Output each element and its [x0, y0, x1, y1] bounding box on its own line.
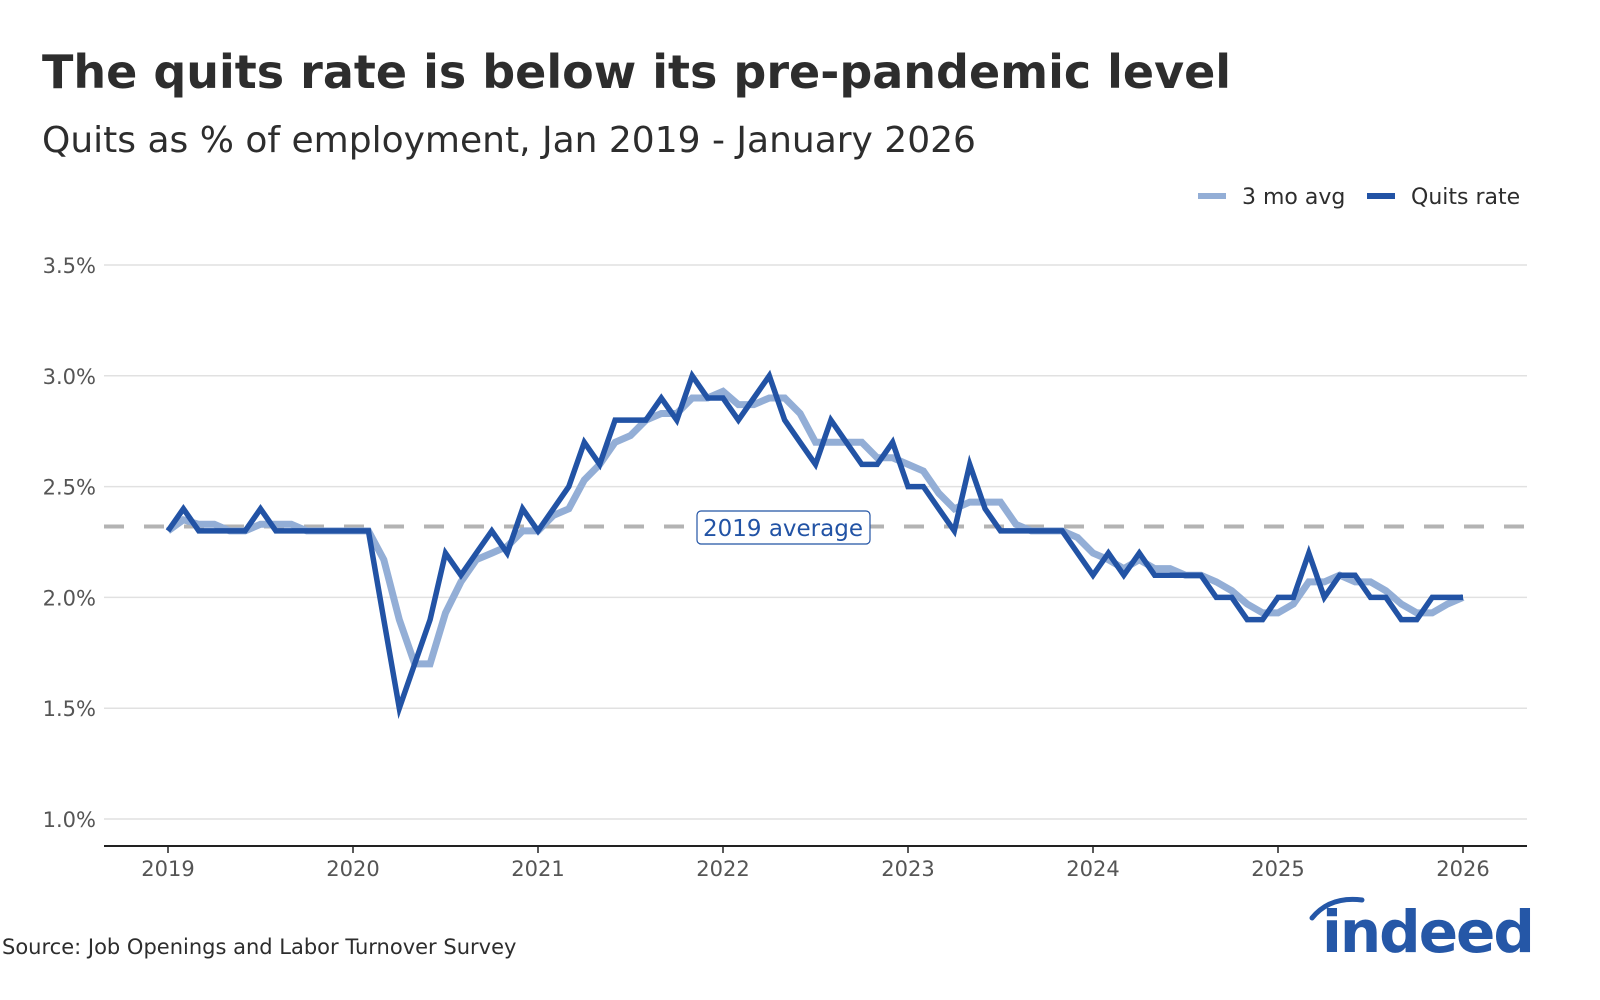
x-tick-label: 2022: [696, 857, 749, 881]
source-note: Source: Job Openings and Labor Turnover …: [2, 935, 516, 959]
x-tick-label: 2024: [1066, 857, 1119, 881]
series-lines: [165, 369, 1465, 720]
y-tick-label: 2.0%: [43, 586, 96, 610]
annotation-box: [696, 510, 871, 545]
chart-title: The quits rate is below its pre-pandemic…: [42, 45, 1231, 99]
x-tick-label: 2019: [141, 857, 194, 881]
legend-label-quits: Quits rate: [1411, 185, 1520, 210]
y-tick-label: 1.0%: [43, 808, 96, 832]
x-tick-label: 2025: [1251, 857, 1304, 881]
legend: 3 mo avg Quits rate: [1198, 185, 1520, 210]
y-tick-label: 3.5%: [43, 254, 96, 278]
gridlines: [104, 264, 1527, 820]
y-tick-label: 3.0%: [43, 365, 96, 389]
annotation-label: 2019 average: [703, 516, 863, 542]
x-tick-label: 2023: [881, 857, 934, 881]
x-tick-label: 2021: [511, 857, 564, 881]
y-axis-ticks: 1.0% 1.5% 2.0% 2.5% 3.0% 3.5%: [43, 254, 96, 832]
x-tick-label: 2020: [326, 857, 379, 881]
y-tick-label: 1.5%: [43, 697, 96, 721]
indeed-logo: indeed: [1309, 896, 1535, 966]
series-line-quits-rate: [165, 369, 1463, 720]
series-line-3mo-avg: [165, 387, 1465, 668]
legend-label-avg: 3 mo avg: [1242, 185, 1345, 210]
logo-arc-icon: [1309, 896, 1365, 921]
logo-wordmark: indeed: [1322, 898, 1533, 966]
chart-subtitle: Quits as % of employment, Jan 2019 - Jan…: [42, 120, 976, 161]
x-axis-ticks: 2019 2020 2021 2022 2023 2024 2025 2026: [141, 846, 1490, 881]
y-tick-label: 2.5%: [43, 476, 96, 500]
reference-annotation: 2019 average: [696, 510, 871, 545]
x-tick-label: 2026: [1436, 857, 1489, 881]
